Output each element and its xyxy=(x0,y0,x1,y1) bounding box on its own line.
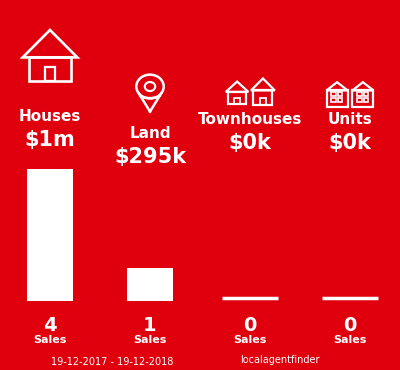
Text: $0k: $0k xyxy=(328,132,372,152)
Text: Houses: Houses xyxy=(19,109,81,124)
Text: Sales: Sales xyxy=(33,335,67,345)
Text: 19-12-2017 - 19-12-2018: 19-12-2017 - 19-12-2018 xyxy=(51,357,173,367)
Text: 0: 0 xyxy=(243,316,257,335)
Text: $0k: $0k xyxy=(228,132,272,152)
Text: $295k: $295k xyxy=(114,147,186,167)
FancyBboxPatch shape xyxy=(127,268,173,301)
Text: 1: 1 xyxy=(143,316,157,335)
Text: Sales: Sales xyxy=(233,335,267,345)
Text: ♜: ♜ xyxy=(215,356,223,365)
Text: Sales: Sales xyxy=(133,335,167,345)
Text: Land: Land xyxy=(129,127,171,141)
Text: 0: 0 xyxy=(343,316,357,335)
Text: Townhouses: Townhouses xyxy=(198,112,302,128)
FancyBboxPatch shape xyxy=(208,354,230,367)
FancyBboxPatch shape xyxy=(27,169,73,301)
Text: Units: Units xyxy=(328,112,372,128)
Text: 4: 4 xyxy=(43,316,57,335)
Text: Sales: Sales xyxy=(333,335,367,345)
Text: $1m: $1m xyxy=(25,130,75,150)
Text: localagentfinder: localagentfinder xyxy=(240,355,320,365)
